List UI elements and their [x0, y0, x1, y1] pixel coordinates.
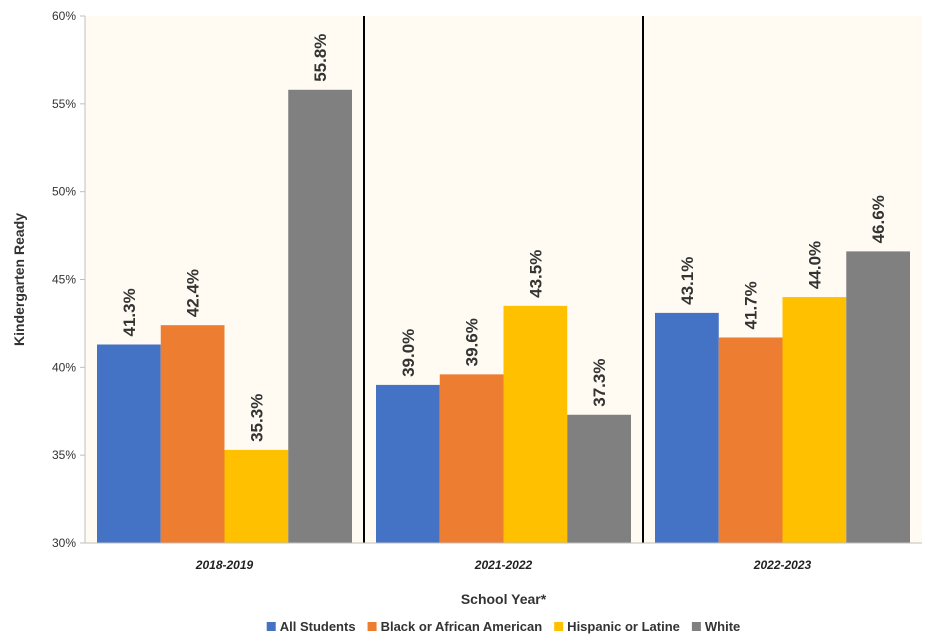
bar — [655, 312, 719, 543]
y-axis-ticks: 30% 35% 40% 45% 50% 55% 60% — [52, 9, 85, 550]
legend-swatch — [691, 622, 701, 631]
bar — [718, 337, 783, 543]
legend-label: Hispanic or Latine — [567, 619, 680, 634]
bar — [567, 414, 631, 543]
bar — [439, 374, 504, 543]
y-tick-label: 50% — [52, 185, 76, 199]
bar — [782, 297, 847, 543]
bars — [97, 89, 910, 544]
data-labels: 41.3% 42.4% 35.3% 55.8% 39.0% 39.6% 43.5% 37.3%… — [120, 34, 888, 442]
x-category-label: 2022-2023 — [753, 558, 812, 572]
legend-swatch — [266, 622, 276, 631]
bar — [376, 384, 440, 543]
data-label: 44.0% — [805, 241, 824, 289]
y-axis-title: Kindergarten Ready — [11, 213, 27, 346]
data-label: 37.3% — [590, 359, 609, 407]
x-axis-title: School Year* — [461, 591, 547, 607]
data-label: 41.7% — [742, 281, 761, 329]
x-category-label: 2018-2019 — [195, 558, 254, 572]
legend-item: Hispanic or Latine — [554, 619, 680, 634]
legend-item: Black or African American — [367, 619, 543, 634]
bar — [288, 89, 352, 543]
x-axis-categories: 2018-2019 2021-2022 2022-2023 — [195, 558, 812, 572]
legend-label: White — [705, 619, 740, 634]
y-tick-label: 35% — [52, 448, 76, 462]
bar — [160, 325, 225, 543]
data-label: 46.6% — [869, 195, 888, 243]
bar — [503, 305, 568, 543]
year-dividers — [363, 16, 644, 543]
data-label: 41.3% — [120, 288, 139, 336]
bar — [97, 344, 161, 543]
y-tick-label: 60% — [52, 9, 76, 23]
data-label: 35.3% — [247, 394, 266, 442]
y-tick-label: 30% — [52, 536, 76, 550]
legend-label: Black or African American — [381, 619, 543, 634]
data-label: 55.8% — [311, 34, 330, 82]
data-label: 43.5% — [526, 250, 545, 298]
legend-item: All Students — [266, 619, 356, 634]
legend: All Students Black or African American His… — [266, 619, 740, 634]
bar — [224, 449, 289, 543]
bar — [846, 251, 910, 544]
legend-label: All Students — [280, 619, 356, 634]
y-tick-label: 55% — [52, 97, 76, 111]
legend-swatch — [554, 622, 564, 631]
y-tick-label: 45% — [52, 273, 76, 287]
legend-swatch — [367, 622, 377, 631]
x-category-label: 2021-2022 — [474, 558, 533, 572]
y-tick-label: 40% — [52, 360, 76, 374]
data-label: 43.1% — [678, 257, 697, 305]
data-label: 39.0% — [399, 329, 418, 377]
data-label: 39.6% — [463, 318, 482, 366]
data-label: 42.4% — [184, 269, 203, 317]
legend-item: White — [691, 619, 740, 634]
